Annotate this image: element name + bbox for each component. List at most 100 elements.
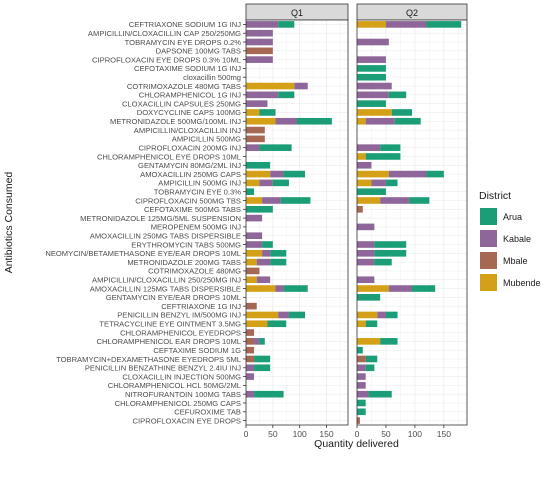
bar-segment-arua xyxy=(365,320,378,328)
bar-segment-kabale xyxy=(246,232,263,240)
y-tick-label: CIPROFLOXACIN 200MG INJ xyxy=(138,143,241,152)
bar-segment-kabale xyxy=(365,117,395,125)
y-tick-label: COTRIMOXAZOLE 480MG xyxy=(148,267,241,276)
panel-background xyxy=(357,20,467,425)
bar-segment-kabale xyxy=(357,223,375,231)
bar-segment-mbale xyxy=(246,329,255,336)
y-tick-label: CEFTRIAXONE SODIUM 1G INJ xyxy=(129,20,241,29)
bar-segment-kabale xyxy=(246,364,255,372)
y-tick-label: CEFTRIAXONE 1G INJ xyxy=(161,302,241,311)
y-tick-label: GENTAMYCIN EYE/EAR DROPS 10ML xyxy=(106,293,241,302)
bar-segment-arua xyxy=(374,258,392,266)
bar-segment-arua xyxy=(426,170,444,178)
y-tick-label: CEFTAXIME SODIUM 1G xyxy=(153,346,241,355)
bar-segment-arua xyxy=(391,109,412,116)
legend-label: Arua xyxy=(503,212,522,222)
bar-segment-kabale xyxy=(246,100,268,107)
y-tick-label: GENTAMYCIN 80MG/2ML INJ xyxy=(138,161,241,170)
bar-segment-arua xyxy=(280,197,311,204)
bar-segment-kabale xyxy=(262,197,281,204)
y-tick-label: METRONIDAZOLE 200MG TABS xyxy=(127,258,241,267)
bar-segment-kabale xyxy=(246,38,273,46)
y-tick-label: ERYTHROMYCIN TABS 500MG xyxy=(131,240,241,249)
bar-segment-kabale xyxy=(262,250,271,257)
y-tick-label: CEFOTAXIME SODIUM 1G INJ xyxy=(134,64,241,73)
bar-segment-mubende xyxy=(246,258,257,266)
bar-segment-kabale xyxy=(254,338,260,345)
bar-segment-arua xyxy=(259,144,292,151)
bar-segment-mubende xyxy=(357,320,366,328)
bar-segment-arua xyxy=(365,153,401,160)
bar-segment-kabale xyxy=(275,285,284,292)
bar-segment-kabale xyxy=(246,91,279,99)
y-axis: CEFTRIAXONE SODIUM 1G INJAMPICILLIN/CLOX… xyxy=(45,20,246,425)
bar-segment-kabale xyxy=(388,285,412,292)
bar-segment-arua xyxy=(357,73,386,81)
bar-segment-mubende xyxy=(246,250,263,257)
y-tick-label: AMPICILLIN 500MG xyxy=(172,135,241,144)
y-tick-label: CHLORAMPHENICOL 250MG CAPS xyxy=(115,399,241,408)
bar-segment-mbale xyxy=(246,355,255,363)
bar-segment-kabale xyxy=(385,21,427,28)
bar-segment-arua xyxy=(283,285,308,292)
bar-segment-mubende xyxy=(357,285,389,292)
y-tick-label: cloxacillin 500mg xyxy=(183,73,241,82)
bar-segment-arua xyxy=(278,21,295,28)
y-tick-label: MEROPENEM 500MG INJ xyxy=(151,223,242,232)
legend-item: Mubende xyxy=(480,274,541,291)
y-tick-label: CIPROFLOXACIN 500MG TBS xyxy=(135,196,241,205)
bar-segment-arua xyxy=(297,117,332,125)
bar-segment-arua xyxy=(426,21,462,28)
bar-segment-arua xyxy=(357,399,366,407)
y-tick-label: PENICILLIN BENZATHINE BENZYL 2.4IU INJ xyxy=(85,364,241,373)
bar-segment-arua xyxy=(385,311,398,319)
bar-segment-arua xyxy=(283,170,306,178)
bar-segment-kabale xyxy=(357,82,392,90)
bar-segment-kabale xyxy=(357,161,372,169)
bar-segment-kabale xyxy=(246,390,255,398)
bar-segment-mbale xyxy=(246,135,265,143)
y-tick-label: CHLORAMPHENICOL EAR DROPS 10ML xyxy=(97,337,241,346)
y-tick-label: CHLORAMPHENICOL EYEDROPS xyxy=(120,328,241,337)
bar-segment-mubende xyxy=(246,285,276,292)
bar-segment-kabale xyxy=(246,214,263,222)
bar-segment-arua xyxy=(412,285,436,292)
x-tick-label: 100 xyxy=(408,429,422,439)
bar-segment-arua xyxy=(357,408,366,416)
bar-segment-mubende xyxy=(357,21,386,28)
bar-segment-mbale xyxy=(246,338,255,345)
facet-panel-q2: Q2 0 50 100 150 xyxy=(355,3,468,439)
y-tick-label: TOBRAMYCIN EYE 0.3% xyxy=(154,187,241,196)
y-tick-label: CEFUROXIME TAB xyxy=(174,408,241,417)
y-tick-label: PENICILLIN BENZYL IM/500MG INJ xyxy=(117,311,241,320)
bar-segment-arua xyxy=(357,346,363,354)
bar-segment-kabale xyxy=(294,82,308,90)
bar-segment-mbale xyxy=(246,346,255,354)
bar-segment-kabale xyxy=(388,170,427,178)
y-tick-label: CHLORAMPHENICOL EYE DROPS 10ML xyxy=(97,152,241,161)
bar-segment-mubende xyxy=(246,311,279,319)
bar-segment-arua xyxy=(374,241,407,248)
y-tick-label: TOBRAMYCIN+DEXAMETHASONE EYEDROPS 5ML xyxy=(56,355,241,364)
facet-strip-label: Q1 xyxy=(291,8,303,18)
bar-segment-kabale xyxy=(256,258,271,266)
bar-segment-mubende xyxy=(246,117,276,125)
bar-segment-arua xyxy=(374,250,407,257)
y-tick-label: AMOXACILLIN 125MG TABS DISPERSIBLE xyxy=(90,284,241,293)
bar-segment-mubende xyxy=(246,109,260,116)
bar-segment-mbale xyxy=(246,267,260,275)
legend-swatch xyxy=(480,252,497,269)
x-tick-label: 150 xyxy=(437,429,451,439)
bar-segment-mbale xyxy=(246,302,257,310)
bar-segment-arua xyxy=(254,355,271,363)
bar-segment-arua xyxy=(357,100,386,107)
y-tick-label: METRONIDAZOLE 500MG/100ML INJ xyxy=(110,117,241,126)
bar-segment-mubende xyxy=(246,320,268,328)
bar-segment-kabale xyxy=(357,241,375,248)
bar-segment-mubende xyxy=(357,197,381,204)
bar-segment-arua xyxy=(259,338,265,345)
facet-strip-label: Q2 xyxy=(406,8,418,18)
bar-segment-arua xyxy=(262,241,273,248)
bar-segment-kabale xyxy=(256,276,271,284)
